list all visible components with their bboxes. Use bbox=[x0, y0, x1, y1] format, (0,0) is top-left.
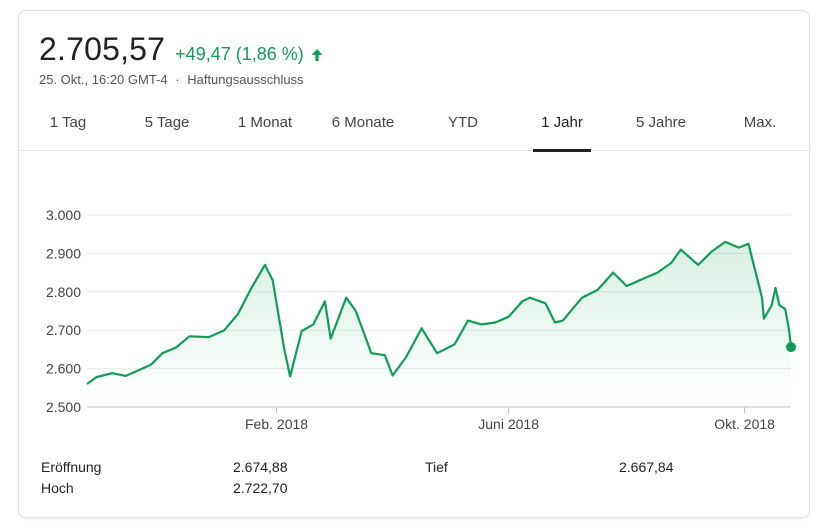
low-value: 2.667,84 bbox=[619, 459, 674, 475]
tab-ytd[interactable]: YTD bbox=[448, 114, 478, 131]
y-tick-label: 2.900 bbox=[46, 245, 81, 261]
price-area bbox=[87, 241, 791, 407]
price-change-text: +49,47 (1,86 %) bbox=[175, 44, 304, 64]
x-tick-label: Okt. 2018 bbox=[714, 416, 775, 432]
tab-1-jahr[interactable]: 1 Jahr bbox=[533, 103, 591, 152]
high-value: 2.722,70 bbox=[233, 480, 288, 496]
tab-5-tage[interactable]: 5 Tage bbox=[144, 114, 190, 131]
arrow-up-icon bbox=[311, 48, 323, 61]
current-price: 2.705,57 bbox=[39, 31, 166, 67]
range-tabs: 1 Tag 5 Tage 1 Monat 6 Monate YTD 1 Jahr… bbox=[19, 103, 811, 152]
tab-1-tag[interactable]: 1 Tag bbox=[49, 114, 87, 131]
x-tick-label: Feb. 2018 bbox=[245, 416, 308, 432]
open-label: Eröffnung bbox=[41, 459, 102, 475]
quote-timestamp: 25. Okt., 16:20 GMT-4 bbox=[39, 72, 168, 87]
price-chart[interactable]: 3.000 2.900 2.800 2.700 2.600 2.500 Feb. 2018… bbox=[19, 201, 811, 451]
stock-quote-card: 2.705,57 +49,47 (1,86 %) 25. Okt., 16:20… bbox=[18, 10, 811, 518]
y-tick-label: 2.700 bbox=[46, 322, 81, 338]
price-row: 2.705,57 +49,47 (1,86 %) bbox=[39, 31, 324, 68]
tab-1-monat[interactable]: 1 Monat bbox=[237, 114, 293, 131]
y-tick-label: 3.000 bbox=[46, 207, 81, 223]
tab-max[interactable]: Max. bbox=[743, 114, 777, 131]
y-tick-label: 2.500 bbox=[46, 399, 81, 415]
price-change: +49,47 (1,86 %) bbox=[175, 44, 324, 65]
tab-6-monate[interactable]: 6 Monate bbox=[331, 114, 395, 131]
high-label: Hoch bbox=[41, 480, 74, 496]
last-price-dot bbox=[786, 342, 796, 353]
low-label: Tief bbox=[425, 459, 448, 475]
price-line bbox=[86, 240, 793, 385]
meta-separator: · bbox=[175, 72, 180, 87]
x-tick-label: Juni 2018 bbox=[478, 416, 539, 432]
y-axis: 3.000 2.900 2.800 2.700 2.600 2.500 bbox=[46, 207, 81, 415]
open-value: 2.674,88 bbox=[233, 459, 288, 475]
y-tick-label: 2.600 bbox=[46, 361, 81, 377]
tab-5-jahre[interactable]: 5 Jahre bbox=[635, 114, 687, 131]
x-axis: Feb. 2018 Juni 2018 Okt. 2018 bbox=[245, 407, 775, 432]
disclaimer-link[interactable]: Haftungsausschluss bbox=[187, 72, 304, 87]
y-tick-label: 2.800 bbox=[46, 284, 81, 300]
quote-meta: 25. Okt., 16:20 GMT-4 · Haftungsausschlu… bbox=[39, 72, 304, 87]
